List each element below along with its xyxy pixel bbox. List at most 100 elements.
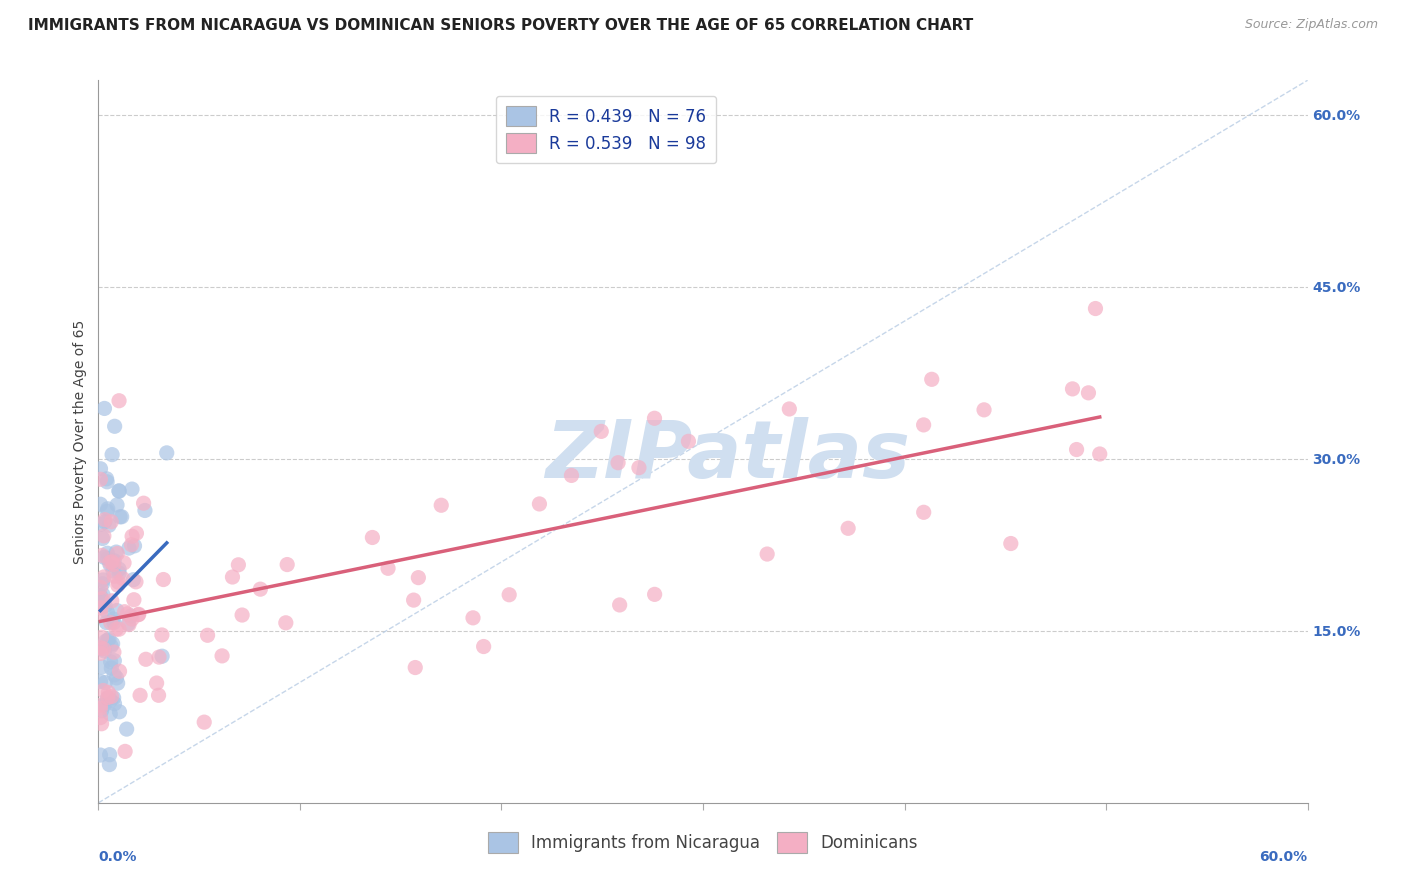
Text: ZIPatlas: ZIPatlas xyxy=(544,417,910,495)
Point xyxy=(96,615,118,630)
Point xyxy=(111,572,134,586)
Point xyxy=(221,570,243,584)
Point xyxy=(98,632,121,646)
Point xyxy=(89,589,111,603)
Point xyxy=(193,715,215,730)
Point xyxy=(91,588,114,602)
Point xyxy=(100,515,122,529)
Point xyxy=(101,637,124,651)
Point xyxy=(103,558,125,572)
Point xyxy=(100,639,122,653)
Point xyxy=(472,640,495,654)
Point xyxy=(96,475,118,489)
Point xyxy=(108,562,131,576)
Legend: Immigrants from Nicaragua, Dominicans: Immigrants from Nicaragua, Dominicans xyxy=(481,826,925,860)
Point xyxy=(408,571,430,585)
Point xyxy=(1062,382,1084,396)
Point xyxy=(103,554,125,568)
Point xyxy=(912,505,935,519)
Point xyxy=(108,665,131,679)
Point xyxy=(148,650,170,665)
Point xyxy=(89,640,111,655)
Point xyxy=(105,547,128,561)
Point xyxy=(122,573,145,587)
Point xyxy=(89,698,111,712)
Point xyxy=(122,592,145,607)
Point xyxy=(98,747,121,762)
Point xyxy=(94,675,117,690)
Point xyxy=(103,615,125,630)
Point xyxy=(100,661,122,675)
Point xyxy=(132,496,155,510)
Point xyxy=(921,372,943,386)
Point xyxy=(93,641,115,656)
Text: Source: ZipAtlas.com: Source: ZipAtlas.com xyxy=(1244,18,1378,31)
Point xyxy=(117,607,139,621)
Point xyxy=(778,401,800,416)
Point xyxy=(96,551,118,566)
Point xyxy=(121,482,143,496)
Point xyxy=(93,401,115,416)
Point xyxy=(90,704,112,718)
Point xyxy=(107,575,129,590)
Point xyxy=(89,701,111,715)
Point xyxy=(108,705,131,719)
Point xyxy=(111,509,134,524)
Point xyxy=(121,529,143,543)
Point xyxy=(148,688,170,702)
Point xyxy=(96,605,118,619)
Point xyxy=(97,690,120,705)
Point xyxy=(127,607,149,622)
Point xyxy=(129,689,152,703)
Point xyxy=(103,668,125,682)
Point xyxy=(107,676,129,690)
Point xyxy=(100,655,122,669)
Point xyxy=(607,456,630,470)
Point xyxy=(249,582,271,596)
Point xyxy=(404,660,426,674)
Point xyxy=(627,460,650,475)
Point xyxy=(112,556,135,570)
Point xyxy=(100,594,122,608)
Point xyxy=(430,498,453,512)
Point xyxy=(90,600,112,615)
Point xyxy=(96,691,118,706)
Point xyxy=(107,578,129,592)
Point xyxy=(96,546,118,560)
Point xyxy=(90,660,112,674)
Point xyxy=(105,603,128,617)
Point xyxy=(124,539,146,553)
Point xyxy=(231,608,253,623)
Point xyxy=(101,564,124,578)
Point xyxy=(108,622,131,636)
Point xyxy=(197,628,219,642)
Point xyxy=(108,483,131,498)
Point xyxy=(115,722,138,736)
Point xyxy=(105,671,128,685)
Point xyxy=(973,402,995,417)
Point xyxy=(498,588,520,602)
Point xyxy=(108,509,131,524)
Point xyxy=(93,698,115,712)
Point xyxy=(529,497,551,511)
Point xyxy=(89,517,111,532)
Point xyxy=(103,645,125,659)
Point xyxy=(91,683,114,698)
Point xyxy=(1077,385,1099,400)
Point xyxy=(152,573,174,587)
Point xyxy=(837,521,859,535)
Point xyxy=(91,549,114,563)
Point xyxy=(101,555,124,569)
Point xyxy=(756,547,779,561)
Point xyxy=(90,591,112,606)
Point xyxy=(89,581,111,595)
Point xyxy=(228,558,250,572)
Point xyxy=(118,617,141,632)
Point xyxy=(89,747,111,762)
Point xyxy=(94,513,117,527)
Text: IMMIGRANTS FROM NICARAGUA VS DOMINICAN SENIORS POVERTY OVER THE AGE OF 65 CORREL: IMMIGRANTS FROM NICARAGUA VS DOMINICAN S… xyxy=(28,18,973,33)
Point xyxy=(114,605,136,619)
Point xyxy=(101,448,124,462)
Point xyxy=(94,599,117,613)
Point xyxy=(461,611,484,625)
